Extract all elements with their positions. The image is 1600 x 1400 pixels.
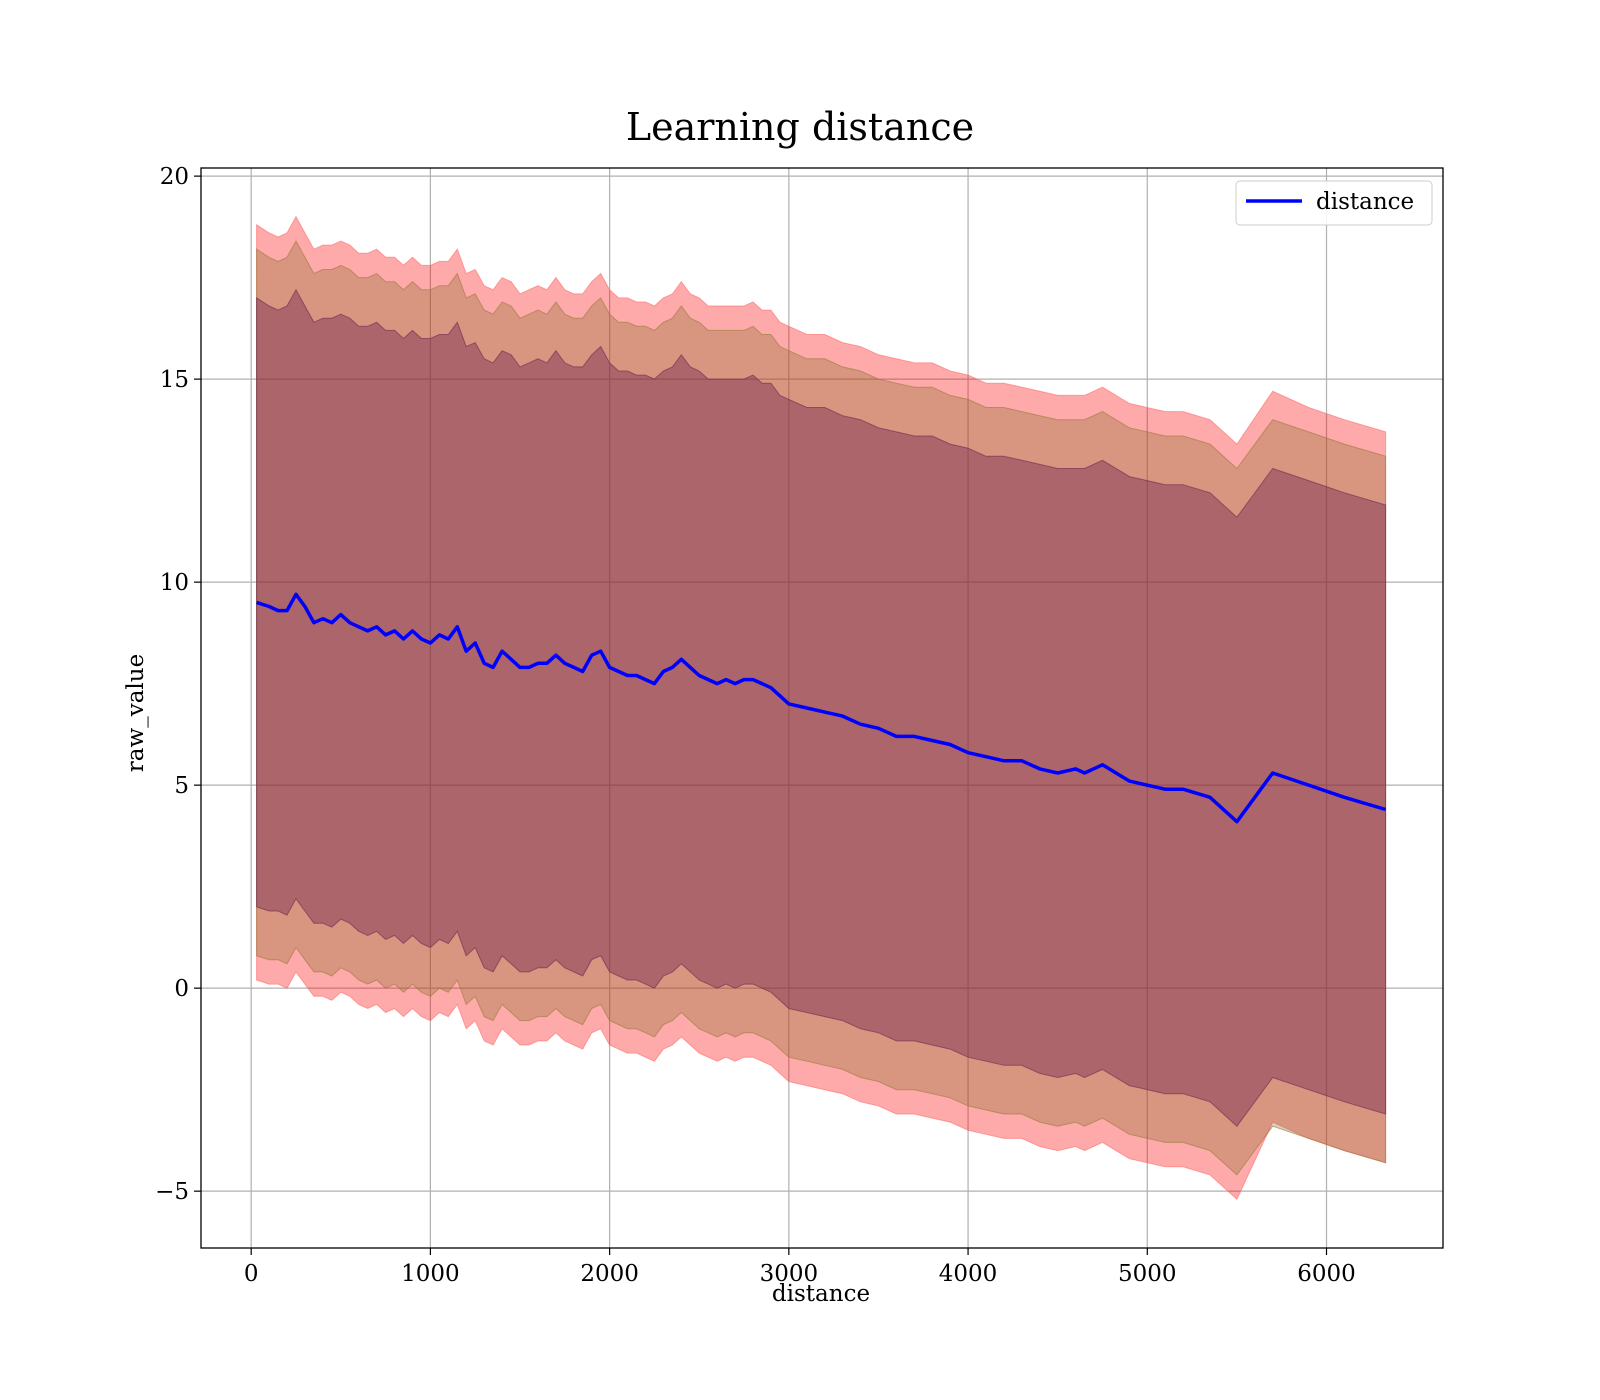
band-inner (256, 288, 1387, 1127)
series-line-distance (256, 592, 1387, 824)
x-tick-label-3000: 3000 (760, 1261, 819, 1287)
band-middle (256, 240, 1387, 1176)
y-tick-label-15: 15 (160, 367, 189, 393)
chart-title: Learning distance (626, 105, 974, 149)
series-lines (256, 592, 1387, 824)
confidence-bands (256, 215, 1387, 1201)
x-tick-label-0: 0 (244, 1261, 259, 1287)
legend-label-distance: distance (1316, 189, 1414, 215)
y-tick-label-10: 10 (160, 570, 189, 596)
grid (201, 168, 1443, 1248)
x-tick-label-1000: 1000 (401, 1261, 460, 1287)
y-axis-label: raw_value (123, 654, 149, 772)
x-tick-label-4000: 4000 (939, 1261, 998, 1287)
y-axis: −5 0 5 10 15 20 (155, 164, 201, 1205)
y-tick-label-5: 5 (174, 773, 189, 799)
x-tick-label-5000: 5000 (1118, 1261, 1177, 1287)
x-tick-label-6000: 6000 (1297, 1261, 1356, 1287)
x-axis: 0 1000 2000 3000 4000 5000 6000 (244, 1248, 1356, 1287)
y-tick-label-0: 0 (174, 976, 189, 1002)
plot-frame (200, 167, 1444, 1249)
x-axis-label: distance (772, 1281, 870, 1307)
y-tick-label-20: 20 (160, 164, 189, 190)
y-tick-label--5: −5 (155, 1179, 189, 1205)
legend-box (1235, 180, 1433, 226)
legend: distance (1235, 180, 1433, 226)
x-tick-label-2000: 2000 (580, 1261, 639, 1287)
